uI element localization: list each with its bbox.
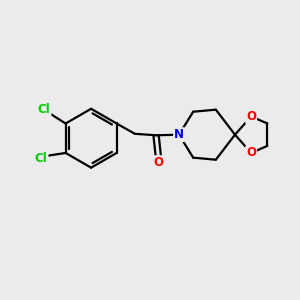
Text: O: O — [246, 146, 256, 159]
Text: N: N — [174, 128, 184, 141]
Text: O: O — [153, 156, 164, 169]
Text: Cl: Cl — [35, 152, 47, 165]
Text: O: O — [246, 110, 256, 123]
Text: Cl: Cl — [38, 103, 50, 116]
